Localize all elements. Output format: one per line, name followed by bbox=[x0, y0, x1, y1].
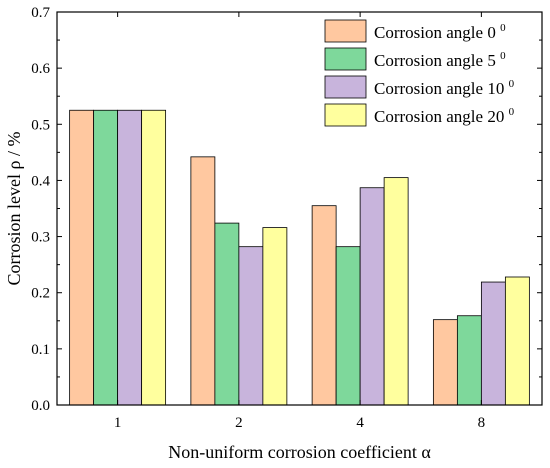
legend-label-1: Corrosion angle 0 0 bbox=[374, 22, 506, 42]
bar-4-series-2 bbox=[335, 246, 361, 406]
legend-swatch-1 bbox=[324, 19, 367, 43]
x-tick-label: 2 bbox=[235, 415, 243, 431]
bar-1-series-4 bbox=[141, 109, 167, 406]
bar-4-series-1 bbox=[311, 205, 337, 406]
bar-8-series-2 bbox=[456, 315, 482, 406]
legend-swatch-2 bbox=[324, 47, 367, 71]
bar-2-series-1 bbox=[190, 156, 216, 406]
legend-superscript: 0 bbox=[500, 22, 506, 34]
legend-label-2: Corrosion angle 5 0 bbox=[374, 50, 506, 70]
x-axis-label: Non-uniform corrosion coefficient α bbox=[168, 442, 431, 462]
bar-8-series-3 bbox=[480, 281, 506, 406]
legend-superscript: 0 bbox=[500, 50, 506, 62]
legend: Corrosion angle 0 0 Corrosion angle 5 0 Co… bbox=[324, 19, 515, 127]
bar-1-series-2 bbox=[93, 109, 119, 406]
y-axis-label: Corrosion level ρ / % bbox=[4, 132, 24, 286]
legend-label-3: Corrosion angle 10 0 bbox=[374, 78, 515, 98]
bar-1-series-3 bbox=[117, 109, 143, 406]
axes-group: 0.0 0.1 0.2 0.3 0.4 0.5 0.6 0.7 1 2 4 8 bbox=[31, 5, 543, 431]
bar-2-series-2 bbox=[214, 222, 240, 406]
y-tick-label: 0.0 bbox=[31, 398, 50, 414]
legend-superscript: 0 bbox=[509, 78, 515, 90]
legend-swatch-4 bbox=[324, 103, 367, 127]
y-tick-label: 0.5 bbox=[31, 117, 50, 133]
legend-label-4: Corrosion angle 20 0 bbox=[374, 106, 515, 126]
bars-group bbox=[69, 109, 530, 406]
bar-8-series-1 bbox=[432, 319, 458, 406]
bar-2-series-3 bbox=[238, 246, 264, 406]
x-tick-label: 1 bbox=[114, 415, 122, 431]
y-tick-label: 0.2 bbox=[31, 286, 50, 302]
bar-4-series-4 bbox=[383, 177, 409, 406]
y-tick-label: 0.7 bbox=[31, 5, 50, 21]
x-tick-label: 4 bbox=[356, 415, 364, 431]
legend-superscript: 0 bbox=[509, 106, 515, 118]
y-tick-label: 0.1 bbox=[31, 342, 50, 358]
x-tick-label: 8 bbox=[478, 415, 486, 431]
y-tick-label: 0.6 bbox=[31, 61, 50, 77]
bar-1-series-1 bbox=[69, 109, 95, 406]
bar-2-series-4 bbox=[262, 227, 288, 406]
y-tick-label: 0.3 bbox=[31, 230, 50, 246]
legend-swatch-3 bbox=[324, 75, 367, 99]
bar-4-series-3 bbox=[359, 187, 385, 406]
y-tick-label: 0.4 bbox=[31, 173, 50, 189]
bar-8-series-4 bbox=[504, 276, 530, 406]
